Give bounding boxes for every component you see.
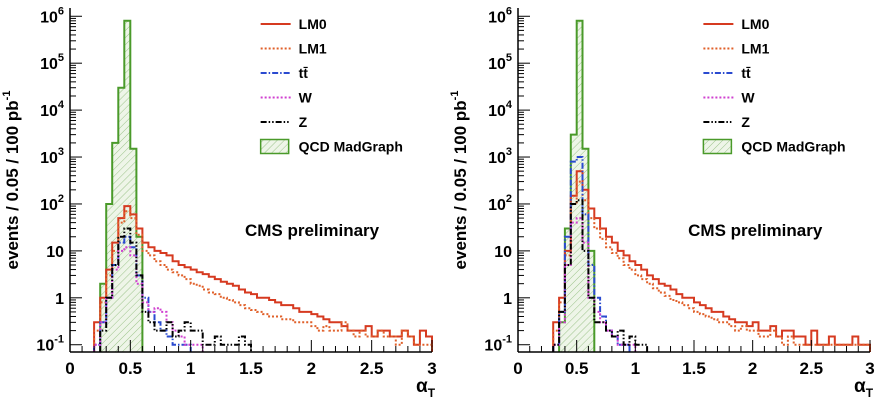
- y-tick-base: 10: [488, 56, 506, 73]
- y-tick-base: 10: [488, 103, 506, 120]
- y-tick-label: 102: [488, 193, 512, 214]
- y-tick-label: 10-1: [484, 334, 512, 355]
- series-line-5: [552, 199, 649, 352]
- legend: LM0 LM1 tt̄ WZ QCD MadGraph: [702, 16, 846, 155]
- legend: LM0 LM1 tt̄ WZ QCD MadGraph: [259, 16, 403, 155]
- y-tick-base: 10: [40, 103, 58, 120]
- x-tick-label: 2: [748, 359, 757, 378]
- legend-label: tt̄: [741, 65, 751, 81]
- x-tick-label: 2: [307, 359, 316, 378]
- y-tick-exponent: 4: [506, 99, 513, 111]
- y-tick-label: 10: [494, 244, 512, 261]
- y-tick-label: 104: [40, 99, 65, 120]
- y-tick-base: 10: [488, 150, 506, 167]
- y-axis-title: events / 0.05 / 100 pb-1: [449, 91, 470, 270]
- y-tick-base: 10: [36, 338, 54, 355]
- legend-label: LM0: [299, 16, 327, 32]
- x-tick-label: 0.5: [565, 359, 589, 378]
- y-tick-exponent: 6: [506, 5, 512, 17]
- y-tick-exponent: 2: [506, 193, 512, 205]
- y-tick-exponent: 5: [506, 52, 512, 64]
- legend-label: W: [741, 90, 755, 106]
- x-tick-label: 1: [186, 359, 195, 378]
- series-line-5: [99, 227, 252, 352]
- x-axis-subscript: T: [428, 386, 436, 400]
- y-tick-base: 10: [488, 197, 506, 214]
- y-tick-base: 10: [40, 197, 58, 214]
- y-tick-base: 1: [55, 291, 64, 308]
- y-tick-base: 10: [46, 244, 64, 261]
- y-tick-label: 104: [488, 99, 513, 120]
- legend-label: QCD MadGraph: [741, 139, 845, 155]
- x-axis-title: αT: [416, 376, 436, 400]
- y-axis-text: events / 0.05 / 100 pb: [451, 100, 470, 269]
- legend-swatch-qcd: [702, 138, 733, 155]
- y-tick-exponent: 2: [58, 193, 64, 205]
- series-line-0: [99, 19, 144, 352]
- y-tick-exponent: 3: [506, 146, 512, 158]
- legend-label: Z: [299, 114, 308, 130]
- y-tick-base: 10: [40, 150, 58, 167]
- x-tick-label: 1.5: [682, 359, 706, 378]
- legend-label: QCD MadGraph: [299, 139, 403, 155]
- y-tick-label: 105: [488, 52, 512, 73]
- series-line-1: [552, 170, 871, 352]
- cms-preliminary-label: CMS preliminary: [688, 221, 823, 240]
- legend-label: tt̄: [299, 65, 309, 81]
- y-tick-label: 106: [488, 5, 512, 26]
- series-line-4: [552, 217, 637, 352]
- y-tick-label: 103: [40, 146, 64, 167]
- y-tick-base: 10: [484, 338, 502, 355]
- x-tick-label: 0: [513, 359, 522, 378]
- y-tick-base: 10: [494, 244, 512, 261]
- y-tick-exponent: 5: [58, 52, 64, 64]
- legend-swatch-qcd: [259, 138, 290, 155]
- y-tick-label: 1: [55, 291, 64, 308]
- x-axis-symbol: α: [416, 376, 428, 397]
- series-line-2: [552, 180, 871, 352]
- y-tick-label: 102: [40, 193, 64, 214]
- legend-label: Z: [741, 114, 750, 130]
- y-tick-exponent: 3: [58, 146, 64, 158]
- y-tick-base: 10: [40, 9, 58, 26]
- x-tick-label: 2.5: [800, 359, 824, 378]
- y-tick-label: 103: [488, 146, 512, 167]
- y-tick-base: 1: [503, 291, 512, 308]
- y-tick-label: 10-1: [36, 334, 64, 355]
- y-axis-title: events / 0.05 / 100 pb-1: [1, 91, 22, 270]
- y-tick-base: 10: [488, 9, 506, 26]
- cms-preliminary-label: CMS preliminary: [245, 221, 380, 240]
- y-tick-base: 10: [40, 56, 58, 73]
- y-tick-exponent: 6: [58, 5, 64, 17]
- legend-label: LM1: [741, 41, 769, 57]
- y-tick-exponent: -1: [502, 334, 512, 346]
- x-tick-label: 1.5: [239, 359, 263, 378]
- legend-label: LM1: [299, 41, 327, 57]
- x-tick-label: 2.5: [360, 359, 384, 378]
- x-axis-title: αT: [854, 376, 874, 400]
- x-axis-symbol: α: [854, 376, 866, 397]
- y-axis-text: events / 0.05 / 100 pb: [3, 100, 22, 269]
- legend-label: W: [299, 90, 313, 106]
- x-tick-label: 0: [65, 359, 74, 378]
- y-axis-superscript: -1: [1, 91, 13, 101]
- x-tick-label: 1: [631, 359, 640, 378]
- x-axis-subscript: T: [866, 386, 874, 400]
- y-tick-exponent: -1: [54, 334, 64, 346]
- x-tick-label: 0.5: [119, 359, 143, 378]
- y-tick-label: 10: [46, 244, 64, 261]
- y-tick-exponent: 4: [58, 99, 65, 111]
- legend-label: LM0: [741, 16, 769, 32]
- x-tick-label: 3: [865, 359, 874, 378]
- y-tick-label: 105: [40, 52, 64, 73]
- y-tick-label: 1: [503, 291, 512, 308]
- x-tick-label: 3: [427, 359, 436, 378]
- y-tick-label: 106: [40, 5, 64, 26]
- y-axis-superscript: -1: [449, 91, 461, 101]
